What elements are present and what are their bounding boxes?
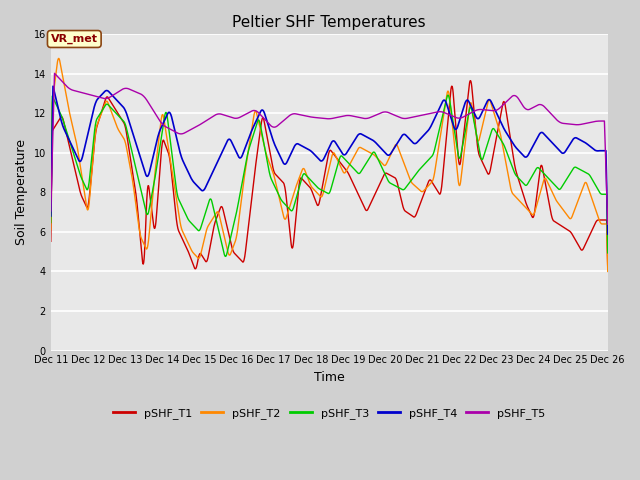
Y-axis label: Soil Temperature: Soil Temperature (15, 139, 28, 245)
Legend: pSHF_T1, pSHF_T2, pSHF_T3, pSHF_T4, pSHF_T5: pSHF_T1, pSHF_T2, pSHF_T3, pSHF_T4, pSHF… (109, 404, 550, 423)
Title: Peltier SHF Temperatures: Peltier SHF Temperatures (232, 15, 426, 30)
X-axis label: Time: Time (314, 371, 345, 384)
Text: VR_met: VR_met (51, 34, 98, 44)
